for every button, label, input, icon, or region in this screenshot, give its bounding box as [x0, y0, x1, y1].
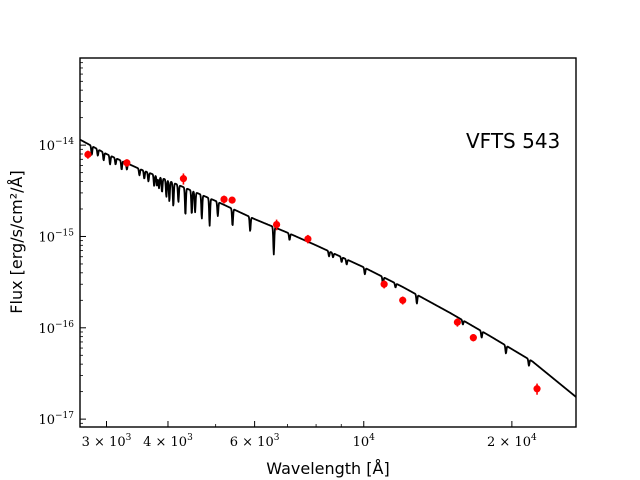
- y-tick-label: 10−15: [38, 228, 74, 245]
- data-marker: [84, 150, 92, 159]
- x-tick-labels: 3 × 103 4 × 103 6 × 103 104 2 × 104: [82, 433, 537, 450]
- y-tick-mantissa: 10: [38, 413, 55, 428]
- x-tick-label: 2 × 104: [487, 433, 537, 450]
- photometry-point: [220, 195, 228, 204]
- photometry-point: [399, 296, 407, 305]
- data-marker: [123, 159, 131, 167]
- photometry-point: [380, 280, 388, 289]
- data-marker: [453, 318, 462, 326]
- chart-title: VFTS 543: [466, 129, 560, 153]
- x-tick-mantissa: 3 × 10: [82, 435, 126, 450]
- data-marker: [272, 220, 281, 229]
- data-marker: [399, 296, 407, 304]
- data-marker: [380, 280, 388, 288]
- x-tick-exponent: 4: [369, 433, 375, 443]
- x-tick-label: 4 × 103: [143, 433, 193, 450]
- x-tick-exponent: 3: [274, 433, 280, 443]
- x-tick-mantissa: 6 × 10: [230, 435, 274, 450]
- data-marker: [469, 334, 477, 342]
- y-axis-label: Flux [erg/s/cm²/Å]: [7, 170, 26, 313]
- x-tick-exponent: 4: [531, 433, 537, 443]
- y-tick-mantissa: 10: [38, 139, 55, 154]
- x-tick-label: 6 × 103: [230, 433, 280, 450]
- x-tick-label: 104: [353, 433, 376, 450]
- photometry-point: [272, 219, 281, 231]
- x-tick-mantissa: 10: [353, 435, 370, 450]
- data-marker: [228, 196, 236, 204]
- photometry-point: [469, 334, 477, 342]
- series-layer: [79, 138, 577, 398]
- photometry-points: [84, 150, 541, 395]
- y-tick-exponent: −17: [55, 411, 74, 421]
- y-tick-label: 10−14: [38, 137, 74, 154]
- axes-frame: [79, 57, 577, 428]
- data-marker: [304, 235, 312, 243]
- data-marker: [220, 195, 228, 203]
- photometry-point: [228, 196, 236, 204]
- photometry-point: [304, 234, 312, 244]
- x-tick-label: 3 × 103: [82, 433, 132, 450]
- y-tick-mantissa: 10: [38, 230, 55, 245]
- data-marker: [179, 175, 188, 183]
- major-ticks: [80, 144, 513, 427]
- y-tick-exponent: −15: [55, 228, 74, 238]
- y-tick-exponent: −16: [55, 320, 74, 330]
- x-axis-label: Wavelength [Å]: [266, 459, 389, 478]
- y-tick-exponent: −14: [55, 137, 74, 147]
- data-marker: [533, 385, 541, 393]
- y-tick-mantissa: 10: [38, 322, 55, 337]
- y-tick-label: 10−16: [38, 320, 74, 337]
- photometry-point: [533, 383, 541, 395]
- x-tick-mantissa: 4 × 10: [143, 435, 187, 450]
- photometry-point: [453, 318, 462, 327]
- y-tick-label: 10−17: [38, 411, 74, 428]
- plot-area: [80, 58, 576, 427]
- photometry-point: [123, 159, 131, 167]
- photometry-point: [84, 150, 92, 159]
- photometry-point: [179, 173, 188, 185]
- x-tick-mantissa: 2 × 10: [487, 435, 531, 450]
- model-sed-line: [79, 138, 577, 398]
- x-tick-exponent: 3: [126, 433, 132, 443]
- x-tick-exponent: 3: [187, 433, 193, 443]
